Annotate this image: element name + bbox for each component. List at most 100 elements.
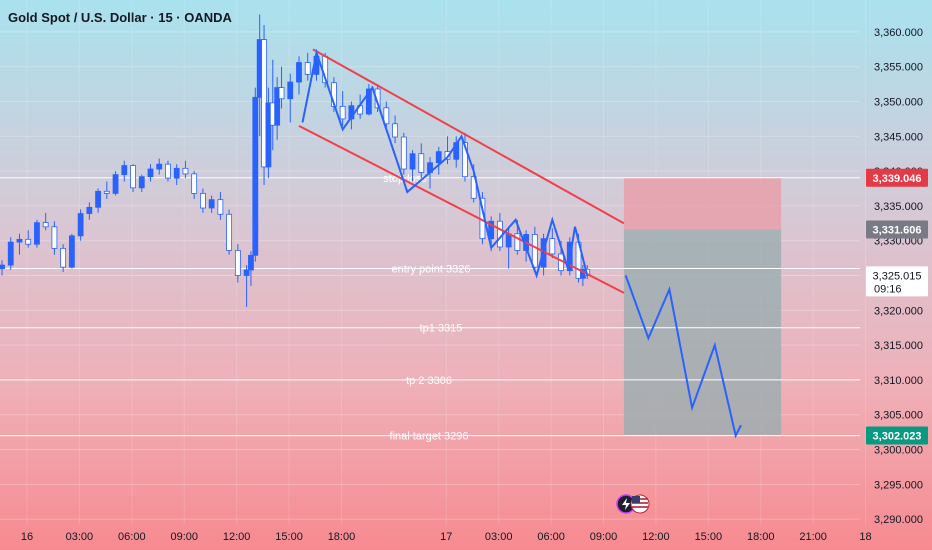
candle-body [165, 163, 171, 179]
candle-body [531, 234, 538, 268]
candle-body [34, 222, 40, 245]
candle-body [470, 176, 477, 199]
price-badge-text: 3,302.023 [873, 430, 922, 442]
candle-body [147, 168, 154, 178]
x-tick-label: 09:00 [590, 531, 618, 543]
y-tick-label: 3,290.000 [874, 514, 923, 526]
x-tick-label: 03:00 [66, 531, 94, 543]
x-tick-label: 15:00 [275, 531, 303, 543]
chart-title: Gold Spot / U.S. Dollar · 15 · OANDA [8, 10, 232, 25]
candle-body [208, 199, 215, 209]
y-tick-label: 3,305.000 [874, 410, 923, 422]
x-tick-label: 12:00 [223, 531, 251, 543]
candle-body [103, 190, 110, 194]
candle-body [409, 153, 416, 170]
price-badge-text: 3,325.015 [873, 270, 922, 282]
candle-body [234, 250, 241, 276]
pattern-path [301, 48, 589, 279]
candle-body [514, 233, 521, 251]
price-badge-text: 3,331.606 [873, 225, 922, 237]
candle-body [265, 102, 272, 168]
x-tick-label: 18:00 [747, 531, 775, 543]
candle-body [392, 123, 398, 138]
flash-bolt-shape [622, 498, 630, 510]
candle-body [226, 213, 233, 251]
x-tick-label: 03:00 [485, 531, 513, 543]
x-tick-label: 17 [440, 531, 452, 543]
price-badge-countdown: 09:16 [874, 283, 902, 295]
channel-lower-line [298, 124, 625, 294]
y-tick-label: 3,310.000 [874, 375, 923, 387]
candle-body [462, 142, 468, 178]
candle-body [435, 151, 442, 164]
y-tick-label: 3,360.000 [874, 27, 923, 39]
projection-path [624, 275, 742, 439]
x-tick-label: 12:00 [642, 531, 670, 543]
price-badge [866, 266, 928, 297]
candle-body [25, 238, 32, 245]
candle-body [418, 153, 425, 173]
candle-body [505, 233, 512, 248]
price-badge-text: 3,339.046 [873, 173, 922, 185]
level-label: tp 2 3306 [406, 375, 452, 387]
y-tick-label: 3,315.000 [874, 340, 923, 352]
candle-body [488, 220, 495, 240]
candle-body [496, 220, 503, 248]
candle-body [51, 226, 58, 249]
candle-body [182, 167, 189, 175]
x-tick-label: 06:00 [537, 531, 565, 543]
y-tick-label: 3,355.000 [874, 62, 923, 74]
price-badge [866, 426, 928, 445]
candle-body [130, 165, 136, 189]
candle-body [42, 222, 49, 228]
candle-body [274, 87, 281, 126]
candle-body [296, 62, 302, 83]
x-tick-label: 21:00 [799, 531, 827, 543]
level-label: entry point 3326 [392, 264, 471, 276]
candle-body [173, 167, 180, 179]
candle-body [156, 163, 163, 170]
candle-body [16, 238, 23, 243]
x-tick-label: 06:00 [118, 531, 146, 543]
y-tick-label: 3,320.000 [874, 305, 923, 317]
candle-body [339, 105, 346, 120]
x-tick-label: 18:00 [328, 531, 356, 543]
candle-body [121, 165, 128, 176]
candle-body [77, 213, 84, 237]
candle-body [60, 247, 67, 268]
price-badge [866, 220, 928, 239]
candle-body [287, 81, 294, 100]
candle-body [112, 174, 119, 194]
candle-body [7, 241, 14, 266]
candle-body [95, 190, 101, 208]
x-tick-label: 16 [21, 531, 33, 543]
candle-body [400, 136, 407, 170]
x-tick-label: 18 [859, 531, 871, 543]
y-tick-label: 3,300.000 [874, 445, 923, 457]
x-tick-label: 09:00 [170, 531, 198, 543]
candle-body [68, 235, 75, 268]
stop-zone [623, 177, 782, 230]
candle-body [191, 173, 198, 194]
level-label: tp1 3315 [420, 323, 463, 335]
candle-body [0, 264, 5, 269]
target-zone [623, 229, 782, 436]
candle-body [549, 238, 556, 255]
candle-body [304, 62, 311, 75]
y-tick-label: 3,330.000 [874, 236, 923, 248]
candle-body [365, 88, 372, 115]
candle-body [252, 96, 259, 256]
y-tick-label: 3,295.000 [874, 479, 923, 491]
price-badge [866, 168, 928, 187]
candle-body [383, 107, 390, 125]
y-tick-label: 3,345.000 [874, 131, 923, 143]
candle-body [217, 199, 224, 215]
flag-canton [632, 496, 640, 503]
candle-body [243, 269, 250, 276]
y-tick-label: 3,350.000 [874, 97, 923, 109]
y-tick-label: 3,335.000 [874, 201, 923, 213]
level-label: final target 3296 [390, 431, 469, 443]
candle-body [138, 176, 145, 189]
